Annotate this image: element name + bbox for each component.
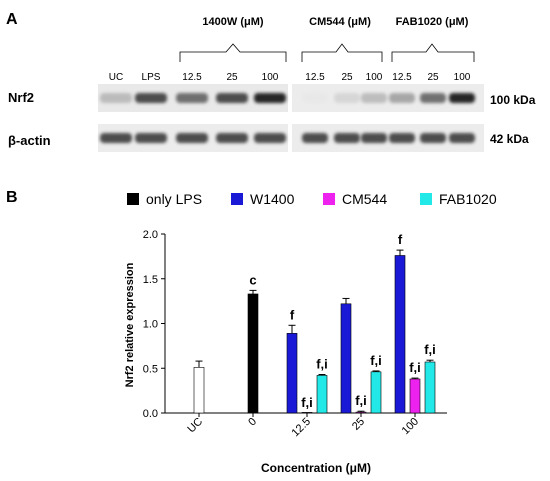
band-actin [216, 133, 248, 143]
bar-w1400-25 [340, 303, 352, 414]
bar-fab1020-100 [424, 361, 436, 414]
lane-label: 100 [366, 72, 383, 83]
brace-1400w [179, 43, 287, 62]
panel-b: B only LPS W1400 CM544 FAB1020 0.0 0.5 1.0 1.5… [6, 189, 497, 475]
lane-label: 12.5 [182, 72, 202, 83]
significance-label: f,i [409, 360, 421, 375]
band-nrf2 [100, 93, 132, 103]
significance-label: f,i [316, 357, 328, 372]
x-axis-label: Concentration (μM) [261, 461, 371, 475]
legend-label: CM544 [342, 191, 387, 207]
significance-label: f,i [355, 393, 367, 408]
band-nrf2 [389, 93, 415, 103]
lane-label: 100 [454, 72, 471, 83]
bar-fab1020-12-5 [316, 375, 328, 414]
x-tick-label: 25 [350, 416, 367, 433]
band-actin [254, 133, 286, 143]
lane-label: 100 [262, 72, 279, 83]
bar-only-lps-0 [247, 293, 259, 414]
y-tick-label: 0.0 [143, 408, 158, 420]
lane-label: 25 [427, 72, 439, 83]
brace-cm544 [301, 43, 383, 62]
y-axis-label: Nrf2 relative expression [124, 262, 136, 387]
bar-cm544-12-5 [301, 412, 313, 414]
y-tick-label: 1.5 [143, 274, 158, 286]
band-actin [449, 133, 475, 143]
panel-a-label: A [6, 11, 18, 28]
lane-label: 12.5 [392, 72, 412, 83]
band-actin [176, 133, 208, 143]
band-nrf2 [254, 93, 286, 103]
band-actin [420, 133, 446, 143]
y-tick-label: 2.0 [143, 229, 158, 241]
band-nrf2 [420, 93, 446, 103]
lane-label: UC [109, 72, 123, 83]
lane-label: 12.5 [305, 72, 325, 83]
bar-fab1020-25 [370, 371, 382, 414]
legend-label: FAB1020 [439, 191, 497, 207]
bands [100, 93, 475, 143]
panel-b-label: B [6, 189, 18, 206]
band-nrf2 [361, 93, 387, 103]
legend-swatch [323, 193, 335, 205]
x-tick-label: 0 [246, 416, 259, 429]
band-actin [389, 133, 415, 143]
row-size-nrf2: 100 kDa [490, 93, 536, 107]
legend-swatch [231, 193, 243, 205]
plot-area: cff,if,if,if,iff,if,i [193, 232, 436, 414]
x-tick-label: 100 [400, 416, 421, 437]
significance-label: f [290, 307, 295, 322]
band-actin [100, 133, 132, 143]
header-fab1020: FAB1020 (μM) [396, 16, 469, 28]
band-nrf2 [216, 93, 248, 103]
significance-label: f,i [370, 353, 382, 368]
legend: only LPS W1400 CM544 FAB1020 [127, 191, 497, 207]
lane-label: 25 [341, 72, 353, 83]
x-tick-label: UC [185, 416, 205, 436]
y-tick-label: 0.5 [143, 363, 158, 375]
band-nrf2 [449, 93, 475, 103]
header-cm544: CM544 (μM) [309, 16, 371, 28]
bar-cm544-100 [409, 378, 421, 414]
row-label-actin: β-actin [8, 133, 51, 148]
band-actin [135, 133, 167, 143]
x-tick-label: 12.5 [289, 416, 313, 440]
lane-label: 25 [226, 72, 238, 83]
brace-fab1020 [391, 43, 475, 62]
bar-cm544-25 [355, 411, 367, 414]
band-nrf2 [302, 93, 328, 103]
band-actin [334, 133, 360, 143]
row-size-actin: 42 kDa [490, 132, 529, 146]
band-nrf2 [334, 93, 360, 103]
y-tick-label: 1.0 [143, 319, 158, 331]
panel-a: A 1400W (μM) CM544 (μM) FAB1020 (μM) UC L… [6, 11, 536, 152]
significance-label: f [398, 232, 403, 247]
legend-swatch [420, 193, 432, 205]
header-1400w: 1400W (μM) [202, 16, 263, 28]
band-actin [361, 133, 387, 143]
bar-uc-uc [193, 367, 205, 414]
band-nrf2 [135, 93, 167, 103]
bar-w1400-100 [394, 255, 406, 414]
legend-label: W1400 [250, 191, 295, 207]
legend-swatch [127, 193, 139, 205]
significance-label: f,i [424, 342, 436, 357]
band-actin [302, 133, 328, 143]
lane-label: LPS [142, 72, 161, 83]
significance-label: f,i [301, 395, 313, 410]
significance-label: c [249, 272, 256, 287]
band-nrf2 [176, 93, 208, 103]
legend-label: only LPS [146, 191, 202, 207]
row-label-nrf2: Nrf2 [8, 90, 34, 105]
bar-w1400-12-5 [286, 333, 298, 414]
lane-labels: UC LPS 12.5 25 100 12.5 25 100 12.5 25 100 [109, 72, 471, 83]
